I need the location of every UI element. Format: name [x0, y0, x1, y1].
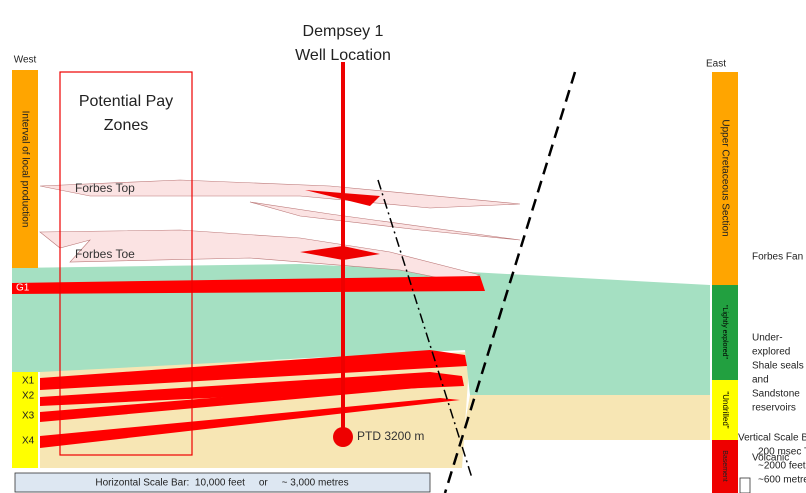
east-label: East — [706, 59, 726, 70]
note: explored — [752, 347, 790, 358]
note: Shale seals — [752, 361, 804, 372]
horizon-label: X3 — [22, 411, 35, 422]
pay-zone-title: Zones — [104, 117, 148, 134]
horizon-label: G1 — [16, 283, 30, 294]
well-subtitle: Well Location — [295, 47, 391, 64]
right-column-label: "Lightly explored" — [721, 305, 728, 360]
vertical-scale-bar — [740, 478, 750, 493]
sandstone-right — [462, 395, 710, 440]
horizon-label: Forbes Toe — [75, 247, 135, 261]
right-column-label: Upper Cretaceous Section — [719, 119, 730, 236]
note: reservoirs — [752, 403, 796, 414]
horizon-label: X1 — [22, 376, 35, 387]
note: Sandstone — [752, 389, 800, 400]
west-label: West — [14, 55, 37, 66]
right-column-label: "Undrilled" — [721, 391, 730, 428]
note: Under- — [752, 333, 783, 344]
well-name: Dempsey 1 — [303, 23, 384, 40]
horizon-label: X4 — [22, 436, 35, 447]
note: Forbes Fan — [752, 252, 803, 263]
cross-section: Dempsey 1 Well Location PTD 3200 m West … — [0, 0, 806, 493]
note: and — [752, 375, 769, 386]
horizon-label: Forbes Top — [75, 181, 135, 195]
scale-text: ~2000 feet — [758, 461, 806, 472]
well-td — [333, 427, 353, 447]
scale-text: 200 msec TWT — [758, 447, 806, 458]
pay-zone-title: Potential Pay — [79, 93, 173, 110]
scale-text: ~600 metres — [758, 475, 806, 486]
forbes-lobe — [250, 202, 520, 240]
td-label: PTD 3200 m — [357, 429, 424, 443]
horizon-label: X2 — [22, 391, 35, 402]
note-group: Under-explored Shale seals and Sandstone res… — [752, 333, 804, 414]
horizontal-scale-label: Horizontal Scale Bar: 10,000 feet or ~ 3… — [95, 478, 348, 489]
left-column-label: Interval of local production — [19, 111, 30, 228]
scale-text: Vertical Scale Bar: — [738, 433, 806, 444]
right-column-label: Basement — [721, 450, 728, 482]
